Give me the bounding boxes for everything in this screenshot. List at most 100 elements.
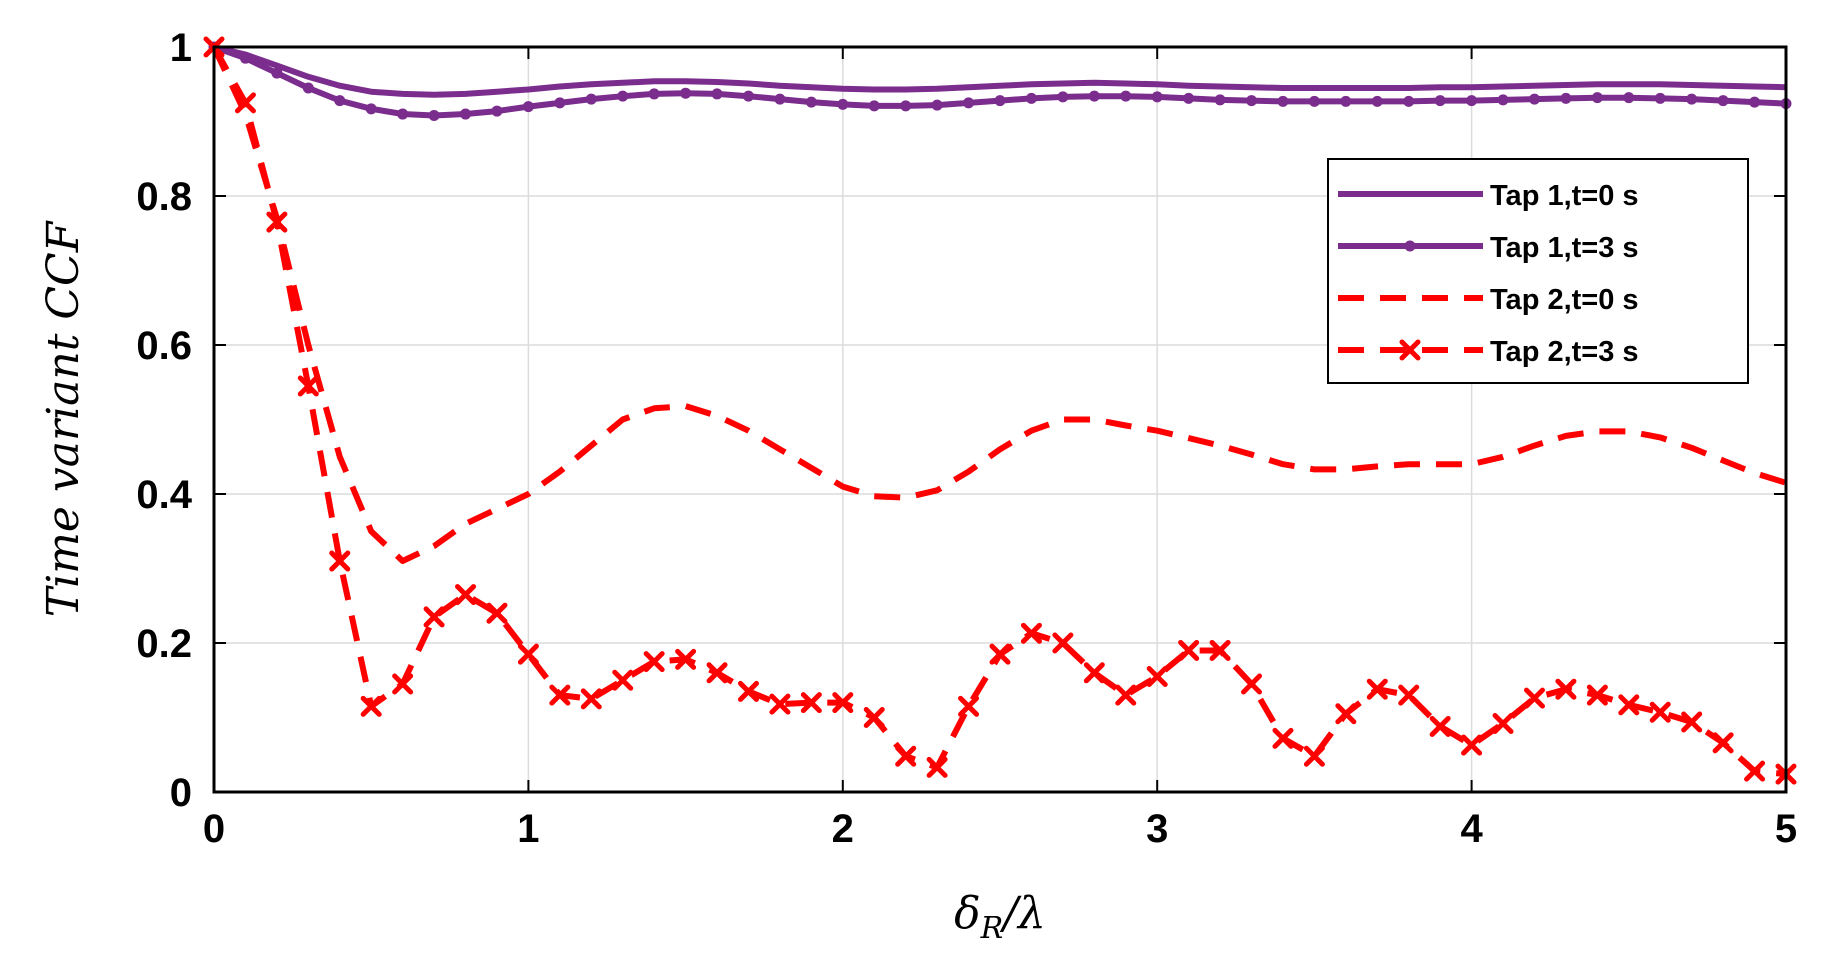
data-point	[1277, 95, 1289, 107]
data-point	[1717, 95, 1729, 107]
data-point	[1398, 684, 1420, 706]
data-point	[1744, 760, 1766, 782]
data-point	[271, 67, 283, 79]
data-point	[1649, 701, 1671, 723]
data-point	[1492, 712, 1514, 734]
data-point	[926, 756, 948, 778]
data-point	[392, 673, 414, 695]
data-point	[963, 97, 975, 109]
data-point	[1586, 684, 1608, 706]
data-point	[1241, 673, 1263, 695]
axes-box	[212, 45, 1788, 794]
data-point	[868, 100, 880, 112]
data-point	[1340, 95, 1352, 107]
x-axis-label: δR/λ	[954, 888, 1046, 946]
data-point	[742, 90, 754, 102]
x-tick-label: 0	[203, 807, 225, 851]
y-axis-label: Time variant CCF	[38, 220, 89, 617]
data-point	[675, 648, 697, 670]
x-tick-label: 4	[1460, 807, 1483, 851]
series-line	[213, 44, 1787, 98]
x-tick-label: 2	[832, 807, 854, 851]
data-point	[239, 52, 251, 64]
data-point	[1749, 96, 1761, 108]
y-tick-label: 0.6	[136, 324, 192, 368]
data-point	[1366, 678, 1388, 700]
legend: Tap 1,t=0 s Tap 1,t=3 s Tap 2,t=0 s Tap 2,t…	[1327, 158, 1749, 384]
data-point	[774, 93, 786, 105]
data-point	[1020, 622, 1042, 644]
data-point	[455, 584, 477, 606]
x-tick-label: 5	[1775, 807, 1797, 851]
data-point	[423, 606, 445, 628]
data-point	[234, 92, 256, 114]
data-point	[989, 643, 1011, 665]
data-point	[1686, 93, 1698, 105]
data-point	[1434, 95, 1446, 107]
data-point	[832, 692, 854, 714]
data-point	[297, 375, 319, 397]
data-point	[1183, 92, 1195, 104]
data-point	[680, 87, 692, 99]
data-point	[266, 211, 288, 233]
data-point	[1057, 91, 1069, 103]
series-2	[208, 41, 1792, 122]
data-point	[1497, 94, 1509, 106]
data-point	[900, 100, 912, 112]
data-point	[1120, 90, 1132, 102]
legend-item: Tap 1,t=0 s	[1338, 180, 1639, 212]
data-point	[1528, 93, 1540, 105]
data-point	[585, 93, 597, 105]
data-point	[554, 97, 566, 109]
x-tick-label: 3	[1146, 807, 1168, 851]
series-1	[213, 44, 1787, 98]
legend-label: Tap 2,t=3 s	[1490, 336, 1639, 368]
data-point	[1681, 711, 1703, 733]
data-point	[837, 98, 849, 110]
data-point	[617, 90, 629, 102]
data-point	[1308, 95, 1320, 107]
data-point	[1591, 92, 1603, 104]
data-point	[580, 688, 602, 710]
series-line	[211, 45, 1787, 564]
legend-item: Tap 2,t=3 s	[1338, 336, 1639, 368]
data-point	[1466, 95, 1478, 107]
data-point	[1088, 90, 1100, 102]
legend-marker	[1399, 339, 1421, 361]
data-point	[486, 602, 508, 624]
y-tick-label: 0.4	[136, 473, 192, 517]
data-point	[1151, 91, 1163, 103]
data-point	[397, 108, 409, 120]
data-point	[1083, 662, 1105, 684]
data-point	[302, 82, 314, 94]
data-point	[805, 96, 817, 108]
y-tick-label: 1	[170, 26, 192, 70]
y-tick-label: 0.2	[136, 622, 192, 666]
data-point	[1623, 92, 1635, 104]
data-point	[1115, 684, 1137, 706]
data-point	[994, 95, 1006, 107]
data-point	[428, 110, 440, 122]
data-point	[863, 707, 885, 728]
data-point	[460, 108, 472, 120]
data-point	[1555, 678, 1577, 700]
y-tick-label: 0	[170, 771, 192, 815]
data-point	[1246, 95, 1258, 107]
x-axis-label-sub: R	[980, 911, 1004, 946]
series-layer	[203, 36, 1797, 785]
data-point	[1178, 639, 1200, 661]
legend-label: Tap 1,t=0 s	[1490, 180, 1639, 212]
data-point	[648, 88, 660, 100]
data-point	[895, 745, 917, 767]
data-point	[334, 95, 346, 107]
legend-label: Tap 2,t=0 s	[1490, 284, 1639, 316]
data-point	[1618, 694, 1640, 716]
data-point	[737, 680, 759, 702]
legend-label: Tap 1,t=3 s	[1490, 232, 1639, 264]
data-point	[549, 684, 571, 706]
data-point	[1403, 95, 1415, 107]
data-point	[643, 651, 665, 673]
data-point	[1209, 639, 1231, 661]
data-point	[1461, 734, 1483, 756]
